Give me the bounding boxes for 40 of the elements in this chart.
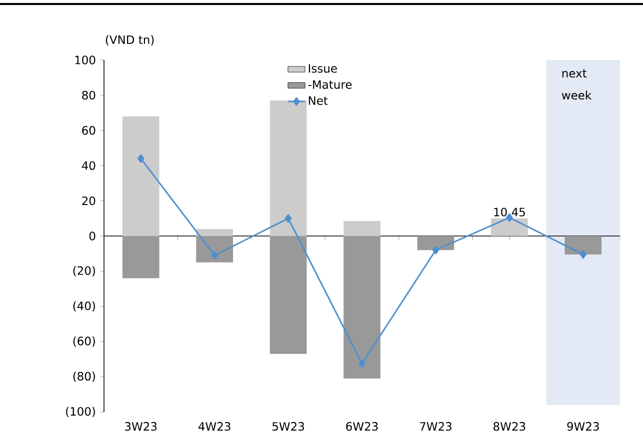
point bbox=[137, 154, 144, 163]
y-tick-label: (100) bbox=[66, 406, 95, 418]
point bbox=[284, 214, 292, 223]
x-tick-label: 3W23 bbox=[125, 422, 157, 431]
point bbox=[211, 251, 218, 260]
point bbox=[358, 359, 366, 368]
y-tick-label: 80 bbox=[82, 90, 96, 100]
x-tick-label: 9W23 bbox=[567, 422, 599, 431]
bar bbox=[122, 116, 160, 236]
y-tick-label: 60 bbox=[82, 126, 96, 135]
bar bbox=[122, 236, 160, 278]
legend-label: -Mature bbox=[308, 80, 352, 89]
point bbox=[432, 246, 440, 254]
y-tick-label: (80) bbox=[73, 372, 95, 382]
legend-label: Net bbox=[308, 96, 328, 105]
y-axis-title: (VND tn) bbox=[106, 35, 154, 46]
bar bbox=[344, 236, 380, 379]
point bbox=[580, 250, 587, 259]
x-tick-label: 6W23 bbox=[346, 422, 378, 431]
x-tick-label: 8W23 bbox=[494, 422, 526, 431]
bar bbox=[270, 236, 307, 354]
bar bbox=[344, 221, 380, 236]
y-tick-label: 100 bbox=[75, 56, 96, 64]
y-tick-label: 40 bbox=[82, 161, 96, 170]
y-tick-label: (40) bbox=[73, 301, 95, 312]
x-tick-label: 7W23 bbox=[420, 422, 452, 431]
annotation: 10.45 bbox=[494, 208, 525, 216]
legend-label: Issue bbox=[308, 64, 337, 73]
bar bbox=[196, 228, 233, 236]
bar bbox=[270, 100, 307, 236]
band-label: next week bbox=[562, 69, 592, 100]
y-tick-label: 0 bbox=[89, 232, 96, 240]
bar bbox=[564, 236, 602, 254]
y-tick-label: (60) bbox=[73, 336, 95, 347]
x-tick-label: 5W23 bbox=[272, 422, 304, 431]
y-tick-label: 20 bbox=[82, 196, 96, 206]
y-tick-label: (20) bbox=[73, 266, 95, 276]
bar bbox=[196, 236, 233, 262]
bar bbox=[417, 236, 454, 250]
x-tick-label: 4W23 bbox=[198, 422, 230, 431]
